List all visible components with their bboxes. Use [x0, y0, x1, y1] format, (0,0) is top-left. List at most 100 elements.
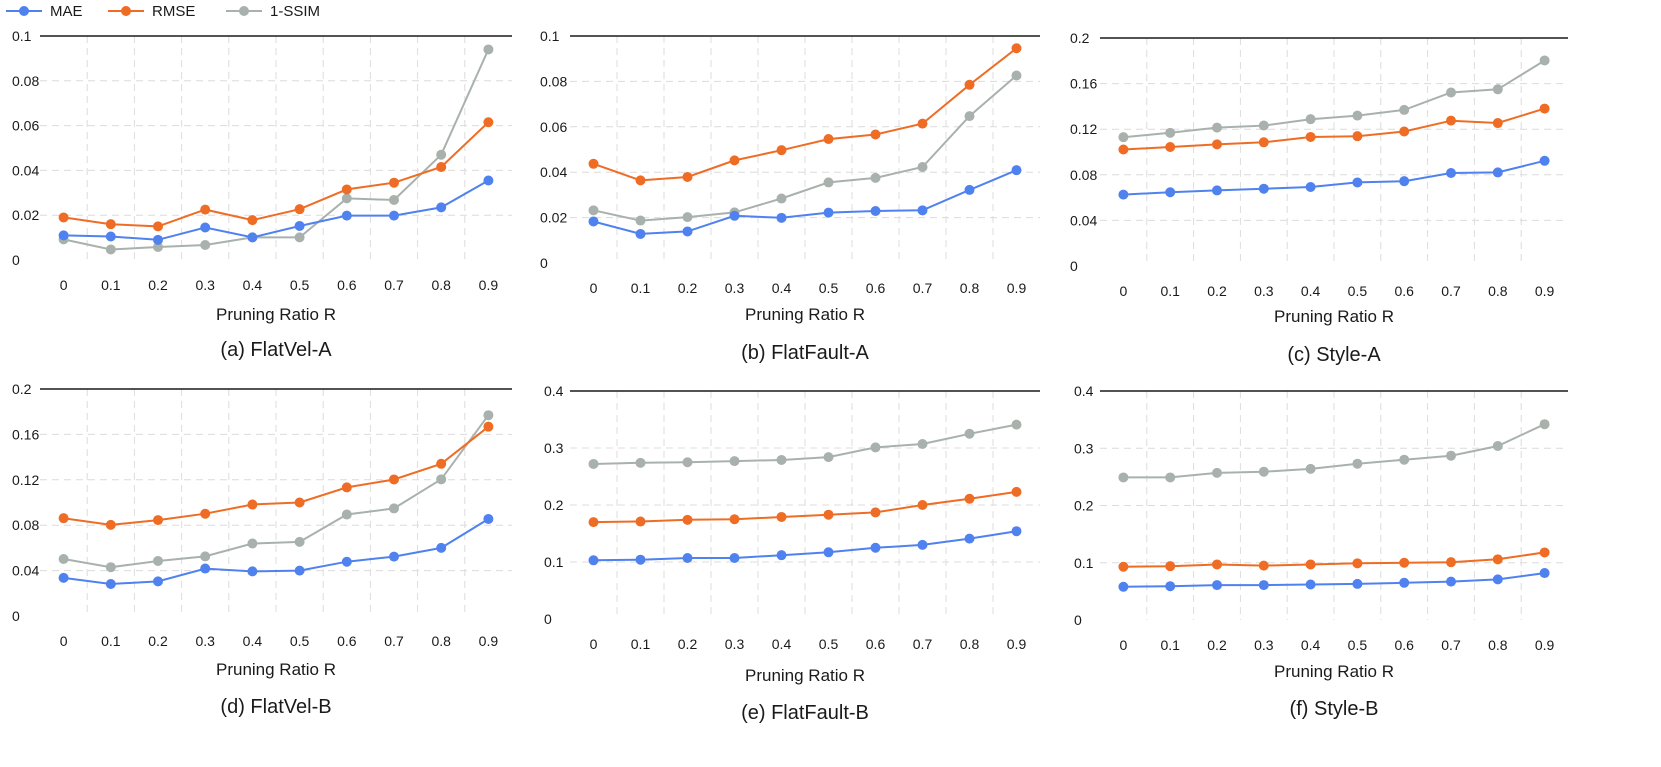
data-point-ssim: [153, 242, 163, 253]
legend-label-0: MAE: [50, 3, 83, 20]
x-tick-label: 0: [60, 633, 68, 649]
x-tick-label: 0.1: [631, 280, 651, 296]
y-tick-label: 0: [12, 608, 20, 624]
data-point-ssim: [436, 474, 447, 485]
data-point-ssim: [964, 111, 975, 122]
x-tick-label: 0.5: [819, 280, 839, 296]
data-point-rmse: [1399, 557, 1410, 568]
x-tick-label: 0.1: [101, 277, 121, 293]
y-tick-label: 0.02: [540, 210, 567, 226]
data-point-mae: [1165, 187, 1176, 198]
x-tick-label: 0: [590, 636, 598, 652]
data-point-mae: [58, 230, 69, 241]
y-tick-label: 0.06: [12, 118, 39, 134]
x-tick-label: 0.3: [1254, 283, 1274, 299]
data-point-rmse: [247, 215, 258, 226]
data-point-ssim: [776, 193, 787, 204]
x-tick-label: 0.5: [1348, 637, 1368, 653]
data-point-ssim: [870, 442, 881, 453]
data-point-rmse: [294, 204, 305, 215]
x-tick-label: 0.7: [913, 636, 933, 652]
x-axis-label: Pruning Ratio R: [216, 305, 336, 324]
data-point-ssim: [1212, 122, 1222, 133]
series-line-rmse: [1123, 551, 1545, 568]
data-point-mae: [682, 553, 693, 564]
y-tick-label: 0: [544, 611, 552, 627]
data-point-ssim: [294, 536, 305, 547]
data-point-ssim: [58, 554, 69, 565]
data-point-rmse: [1446, 115, 1456, 126]
data-point-ssim: [1399, 104, 1410, 115]
data-point-rmse: [1539, 103, 1550, 114]
data-point-ssim: [823, 452, 834, 463]
x-tick-label: 0: [1120, 283, 1128, 299]
x-tick-label: 0: [1120, 637, 1128, 653]
data-point-ssim: [294, 232, 305, 243]
data-point-ssim: [1492, 440, 1503, 451]
chart-panel-2: 0 0.04 0.08 0.12 0.16 0.2 0 0.1 0.2 0.3 0.4 0.5 0.6 0…: [1070, 30, 1568, 366]
y-tick-label: 0.2: [1074, 498, 1094, 514]
y-tick-label: 0.04: [12, 563, 39, 579]
x-tick-label: 0.8: [960, 636, 980, 652]
data-point-mae: [870, 542, 881, 553]
data-point-mae: [1352, 578, 1363, 589]
x-tick-label: 0.5: [819, 636, 839, 652]
y-tick-label: 0.2: [1070, 30, 1090, 46]
data-point-ssim: [105, 562, 116, 573]
data-point-mae: [1399, 577, 1410, 588]
x-tick-label: 0.4: [1301, 283, 1321, 299]
data-point-ssim: [588, 458, 599, 469]
data-point-ssim: [1352, 110, 1363, 121]
data-point-rmse: [1165, 561, 1176, 572]
chart-caption: (f) Style-B: [1290, 698, 1379, 720]
x-tick-label: 0.3: [195, 633, 215, 649]
series-line-rmse: [593, 490, 1017, 524]
data-point-rmse: [341, 184, 352, 195]
x-tick-label: 0.2: [148, 277, 168, 293]
x-tick-label: 0.5: [290, 277, 310, 293]
data-point-mae: [294, 565, 305, 576]
x-tick-label: 0.2: [678, 636, 698, 652]
data-point-ssim: [200, 551, 211, 562]
x-axis-label: Pruning Ratio R: [216, 660, 336, 679]
x-tick-label: 0.1: [1160, 637, 1180, 653]
x-axis-label: Pruning Ratio R: [745, 305, 865, 324]
data-point-ssim: [1305, 463, 1316, 474]
data-point-mae: [1399, 176, 1410, 187]
y-tick-label: 0.04: [1070, 212, 1097, 228]
data-point-ssim: [436, 149, 447, 160]
data-point-rmse: [483, 117, 494, 128]
x-tick-label: 0.6: [337, 277, 357, 293]
data-point-ssim: [1165, 127, 1176, 138]
y-tick-label: 0.1: [12, 28, 32, 44]
data-point-mae: [729, 210, 740, 221]
data-point-mae: [58, 572, 69, 583]
data-point-mae: [1212, 580, 1222, 591]
data-point-rmse: [1446, 557, 1456, 568]
data-point-mae: [341, 210, 352, 221]
x-axis-label: Pruning Ratio R: [745, 666, 865, 685]
x-axis-label: Pruning Ratio R: [1274, 307, 1394, 326]
data-point-ssim: [917, 161, 928, 172]
x-axis-label: Pruning Ratio R: [1274, 662, 1394, 681]
data-point-rmse: [682, 514, 693, 525]
data-point-mae: [1011, 165, 1022, 176]
y-tick-label: 0.16: [1070, 76, 1097, 92]
series-line-mae: [1123, 572, 1545, 588]
data-point-rmse: [1011, 43, 1022, 54]
data-point-ssim: [729, 456, 740, 467]
data-point-ssim: [823, 177, 834, 188]
data-point-rmse: [1492, 554, 1503, 565]
data-point-mae: [389, 210, 399, 221]
y-tick-label: 0.2: [12, 381, 32, 397]
data-point-ssim: [588, 205, 599, 216]
data-point-rmse: [776, 511, 787, 522]
data-point-rmse: [1305, 131, 1316, 142]
data-point-mae: [776, 550, 787, 561]
chart-panel-5: 0 0.1 0.2 0.3 0.4 0 0.1 0.2 0.3 0.4 0.5 0.6 0.7 0.8 0.…: [1074, 383, 1568, 720]
y-tick-label: 0.1: [1074, 555, 1094, 571]
data-point-rmse: [1539, 547, 1550, 558]
data-point-ssim: [341, 193, 352, 204]
data-point-mae: [436, 542, 447, 553]
data-point-rmse: [682, 171, 693, 182]
